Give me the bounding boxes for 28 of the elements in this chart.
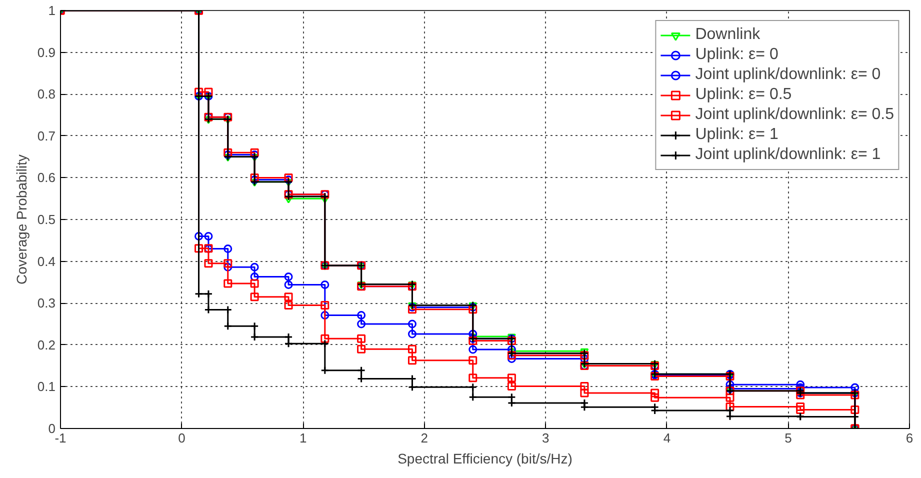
y-tick-label: 0.8 — [37, 86, 56, 102]
y-tick-label: 1 — [48, 3, 56, 18]
y-tick-label: 0.3 — [37, 296, 56, 311]
x-tick-label: -1 — [54, 430, 66, 446]
x-tick-label: 2 — [420, 430, 428, 446]
legend-label: Uplink: ε= 0.5 — [695, 86, 792, 104]
x-tick-label: 3 — [542, 430, 550, 446]
y-tick-label: 0.7 — [37, 128, 56, 144]
legend-label: Uplink: ε= 0 — [695, 46, 778, 64]
y-tick-label: 0.9 — [37, 44, 56, 60]
x-tick-label: 6 — [906, 430, 914, 446]
y-axis-title: Coverage Probability — [13, 154, 30, 284]
y-tick-label: 0.1 — [37, 379, 56, 394]
y-tick-label: 0.5 — [37, 212, 56, 227]
legend-label: Joint uplink/downlink: ε= 0 — [695, 66, 881, 84]
x-tick-label: 1 — [299, 430, 307, 446]
legend-label: Joint uplink/downlink: ε= 0.5 — [695, 106, 894, 124]
x-tick-label: 0 — [178, 430, 186, 446]
y-tick-label: 0.6 — [37, 170, 56, 186]
y-tick-label: 0 — [48, 421, 56, 436]
legend-label: Downlink — [695, 26, 760, 44]
x-tick-label: 4 — [663, 430, 671, 446]
legend-label: Joint uplink/downlink: ε= 1 — [695, 146, 881, 164]
legend-label: Uplink: ε= 1 — [695, 126, 778, 144]
y-tick-label: 0.4 — [37, 254, 56, 269]
y-tick-label: 0.2 — [37, 337, 56, 352]
x-tick-label: 5 — [784, 430, 792, 446]
x-axis-title: Spectral Efficiency (bit/s/Hz) — [398, 450, 572, 466]
